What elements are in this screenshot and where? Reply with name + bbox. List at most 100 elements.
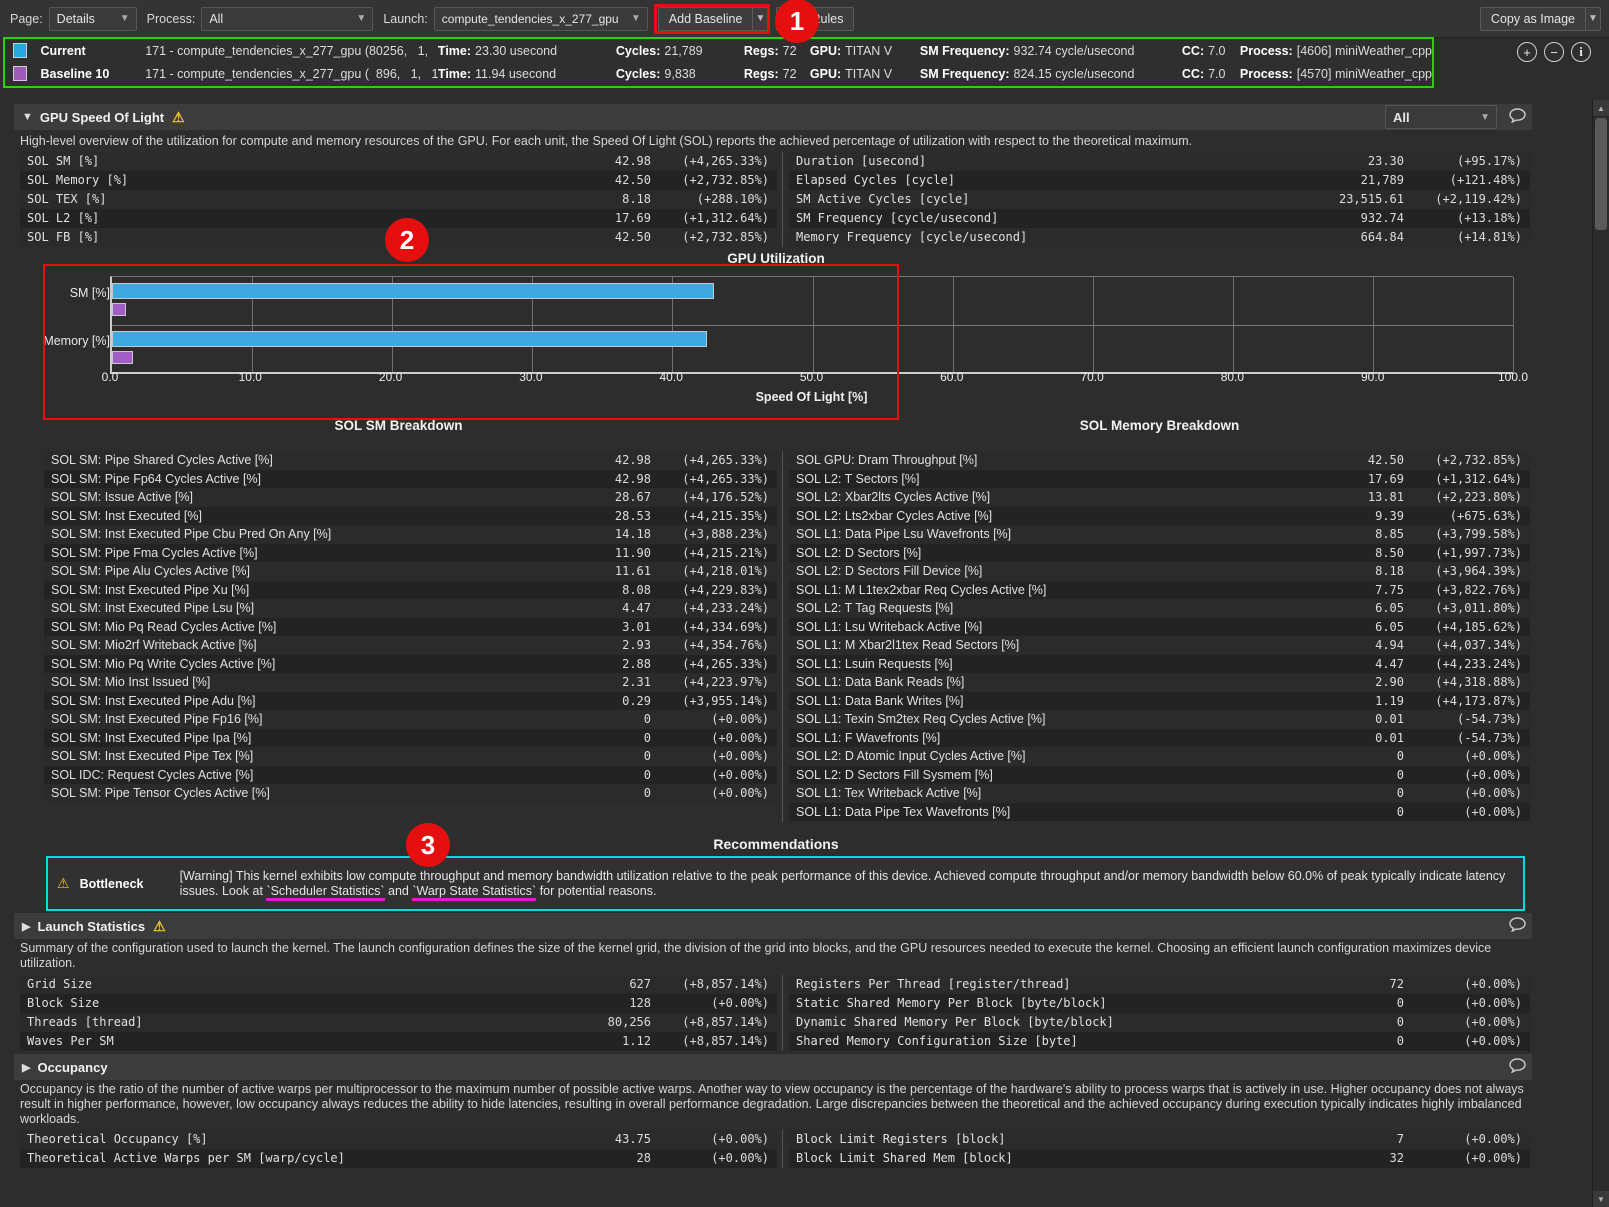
page-select[interactable]: Details ▼ [48,6,137,31]
process-select[interactable]: All ▼ [201,6,374,31]
metric-delta: (+4,233.24%) [1435,656,1522,671]
metric-row[interactable]: SOL SM: Inst Executed Pipe Ipa [%] 0 (+0.0… [44,728,777,747]
metric-row[interactable]: SOL SM: Issue Active [%] 28.67 (+4,176.52%… [44,488,777,507]
vertical-scrollbar[interactable]: ▲ ▼ [1592,100,1609,1207]
metric-row[interactable]: SOL L2: D Sectors Fill Sysmem [%] 0 (+0.00… [789,765,1530,784]
metric-row[interactable]: SOL SM: Inst Executed Pipe Fp16 [%] 0 (+0.… [44,710,777,729]
metric-row[interactable]: SOL L1: Data Pipe Lsu Wavefronts [%] 8.85… [789,525,1530,544]
info-icon[interactable]: i [1571,42,1591,62]
baseline-color-swatch[interactable] [13,66,27,81]
metric-row[interactable]: SOL TEX [%] 8.18 (+288.10%) [20,190,777,209]
current-kernel-row[interactable]: Current 171 - compute_tendencies_x_277_g… [5,39,1432,62]
metric-row[interactable]: SOL L1: Lsuin Requests [%] 4.47 (+4,233.24… [789,654,1530,673]
metric-row[interactable]: SOL SM: Pipe Shared Cycles Active [%] 42.… [44,451,777,470]
metric-row[interactable]: SOL L1: Lsu Writeback Active [%] 6.05 (+4,… [789,617,1530,636]
metric-row[interactable]: Static Shared Memory Per Block [byte/blo… [789,994,1530,1013]
metric-row[interactable]: SOL L1: Data Bank Reads [%] 2.90 (+4,318.8… [789,673,1530,692]
baseline-kernel-row[interactable]: Baseline 10 171 - compute_tendencies_x_2… [5,62,1432,85]
metric-row[interactable]: Threads [thread] 80,256 (+8,857.14%) [20,1013,777,1032]
metric-row[interactable]: SM Active Cycles [cycle] 23,515.61 (+2,119… [789,190,1530,209]
metric-delta: (+3,011.80%) [1435,601,1522,615]
zoom-out-icon[interactable]: − [1544,42,1564,62]
metric-row[interactable]: SOL L1: Data Bank Writes [%] 1.19 (+4,173.… [789,691,1530,710]
metric-row[interactable]: SOL L1: Data Pipe Tex Wavefronts [%] 0 (+0… [789,802,1530,821]
metric-row[interactable]: Theoretical Active Warps per SM [warp/cy… [20,1149,777,1168]
rule-name: Bottleneck [79,876,144,891]
metric-label: Elapsed Cycles [cycle] [796,173,955,187]
zoom-in-icon[interactable]: + [1517,42,1537,62]
metric-row[interactable]: SOL GPU: Dram Throughput [%] 42.50 (+2,732… [789,451,1530,470]
metric-row[interactable]: Block Size 128 (+0.00%) [20,994,777,1013]
metric-row[interactable]: Dynamic Shared Memory Per Block [byte/bl… [789,1013,1530,1032]
metric-row[interactable]: SM Frequency [cycle/usecond] 932.74 (+13.1… [789,209,1530,228]
metric-row[interactable]: Grid Size 627 (+8,857.14%) [20,975,777,994]
metric-row[interactable]: Registers Per Thread [register/thread] 72… [789,975,1530,994]
section-header-gpu-sol[interactable]: ▼ GPU Speed Of Light ⚠ All ▼ [14,104,1532,130]
comment-icon[interactable] [1509,1058,1526,1076]
metric-value: 42.98 [614,154,651,168]
comment-icon[interactable] [1509,917,1526,935]
metric-row[interactable]: Shared Memory Configuration Size [byte] 0… [789,1032,1530,1051]
scroll-up-icon[interactable]: ▲ [1593,100,1609,116]
metric-row[interactable]: SOL SM: Mio2rf Writeback Active [%] 2.93 (… [44,636,777,655]
metric-row[interactable]: SOL Memory [%] 42.50 (+2,732.85%) [20,171,777,190]
collapse-icon[interactable]: ▼ [22,111,33,123]
scheduler-statistics-link[interactable]: `Scheduler Statistics` [266,883,385,901]
launch-select[interactable]: compute_tendencies_x_277_gpu ▼ [433,6,648,31]
occupancy-table-left: Theoretical Occupancy [%] 43.75 (+0.00%) Th… [20,1130,777,1168]
metric-row[interactable]: SOL L1: M L1tex2xbar Req Cycles Active [… [789,580,1530,599]
metric-row[interactable]: SOL SM: Inst Executed Pipe Xu [%] 8.08 (+4… [44,580,777,599]
metric-row[interactable]: Duration [usecond] 23.30 (+95.17%) [789,152,1530,171]
add-baseline-button[interactable]: Add Baseline [657,6,754,31]
metric-row[interactable]: SOL SM: Mio Pq Write Cycles Active [%] 2.… [44,654,777,673]
copy-as-image-button[interactable]: Copy as Image [1479,6,1586,31]
metric-row[interactable]: SOL L1: F Wavefronts [%] 0.01 (-54.73%) [789,728,1530,747]
section-header-launch-statistics[interactable]: ▶ Launch Statistics ⚠ [14,913,1532,939]
metric-row[interactable]: SOL L2: D Sectors Fill Device [%] 8.18 (+3… [789,562,1530,581]
metric-row[interactable]: SOL SM: Inst Executed Pipe Lsu [%] 4.47 (+… [44,599,777,618]
metric-row[interactable]: SOL IDC: Request Cycles Active [%] 0 (+0.0… [44,765,777,784]
current-color-swatch[interactable] [13,43,27,58]
metric-row[interactable]: Waves Per SM 1.12 (+8,857.14%) [20,1032,777,1051]
metric-row[interactable]: SOL L2: Xbar2lts Cycles Active [%] 13.81 (… [789,488,1530,507]
metric-label: Block Limit Shared Mem [block] [796,1151,1013,1165]
metric-row[interactable]: SOL SM: Pipe Tensor Cycles Active [%] 0 (+… [44,784,777,803]
metric-row[interactable]: SOL SM [%] 42.98 (+4,265.33%) [20,152,777,171]
metric-row[interactable]: SOL L2: D Atomic Input Cycles Active [%]… [789,747,1530,766]
metric-row[interactable]: SOL SM: Mio Inst Issued [%] 2.31 (+4,223.9… [44,673,777,692]
metric-row[interactable]: SOL SM: Pipe Fp64 Cycles Active [%] 42.98… [44,469,777,488]
metric-row[interactable]: SOL SM: Inst Executed Pipe Tex [%] 0 (+0.0… [44,747,777,766]
metric-row[interactable]: SOL SM: Inst Executed [%] 28.53 (+4,215.35… [44,506,777,525]
metric-row[interactable]: SOL L2: T Sectors [%] 17.69 (+1,312.64%) [789,469,1530,488]
metric-row[interactable]: Theoretical Occupancy [%] 43.75 (+0.00%) [20,1130,777,1149]
metric-value: 0 [643,767,651,782]
metric-row[interactable]: Block Limit Shared Mem [block] 32 (+0.00%) [789,1149,1530,1168]
metric-row[interactable]: SOL SM: Inst Executed Pipe Adu [%] 0.29 (+… [44,691,777,710]
metric-row[interactable]: SOL SM: Pipe Alu Cycles Active [%] 11.61 (… [44,562,777,581]
section-header-occupancy[interactable]: ▶ Occupancy [14,1054,1532,1080]
sol-sm-breakdown-title: SOL SM Breakdown [334,418,463,433]
metric-row[interactable]: Block Limit Registers [block] 7 (+0.00%) [789,1130,1530,1149]
metric-delta: (+4,334.69%) [682,619,769,634]
metric-delta: (+0.00%) [1464,1151,1522,1165]
metric-row[interactable]: SOL L2: D Sectors [%] 8.50 (+1,997.73%) [789,543,1530,562]
metric-row[interactable]: SOL L1: Texin Sm2tex Req Cycles Active [… [789,710,1530,729]
warp-state-statistics-link[interactable]: `Warp State Statistics` [412,883,537,901]
metric-row[interactable]: Elapsed Cycles [cycle] 21,789 (+121.48%) [789,171,1530,190]
metric-row[interactable]: SOL L2: Lts2xbar Cycles Active [%] 9.39 (+… [789,506,1530,525]
metric-row[interactable]: SOL L1: Tex Writeback Active [%] 0 (+0.00%… [789,784,1530,803]
scrollbar-thumb[interactable] [1595,118,1607,230]
metric-row[interactable]: SOL SM: Mio Pq Read Cycles Active [%] 3.0… [44,617,777,636]
metric-row[interactable]: SOL L2: T Tag Requests [%] 6.05 (+3,011.80… [789,599,1530,618]
add-baseline-dropdown[interactable]: ▼ [752,6,769,31]
sol-filter-select[interactable]: All ▼ [1385,105,1497,129]
collapse-icon[interactable]: ▶ [22,1061,31,1074]
copy-as-image-dropdown[interactable]: ▼ [1585,6,1601,31]
metric-row[interactable]: SOL SM: Inst Executed Pipe Cbu Pred On A… [44,525,777,544]
collapse-icon[interactable]: ▶ [22,920,31,933]
scroll-down-icon[interactable]: ▼ [1593,1191,1609,1207]
comment-icon[interactable] [1509,108,1526,126]
metric-row[interactable]: Memory Frequency [cycle/usecond] 664.84 (+… [789,228,1530,247]
metric-row[interactable]: SOL L1: M Xbar2l1tex Read Sectors [%] 4.9… [789,636,1530,655]
metric-row[interactable]: SOL SM: Pipe Fma Cycles Active [%] 11.90 (… [44,543,777,562]
